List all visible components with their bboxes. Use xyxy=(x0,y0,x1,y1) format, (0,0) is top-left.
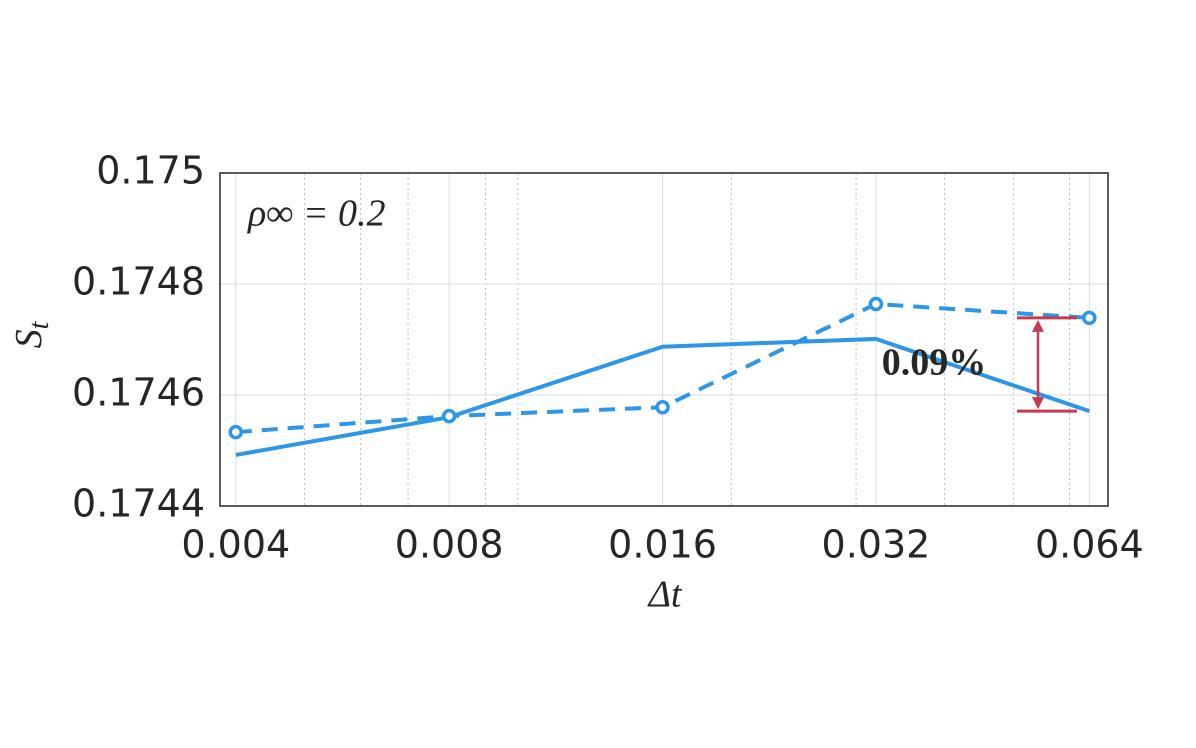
annotation: ρ∞ = 0.2 xyxy=(247,193,385,235)
annotation: 0.09% xyxy=(882,342,987,384)
y-tick-label: 0.1744 xyxy=(72,482,205,526)
y-label-main: S xyxy=(8,329,50,348)
x-tick-label: 0.032 xyxy=(822,523,931,567)
y-tick-label: 0.1748 xyxy=(72,260,205,304)
arrow-head xyxy=(1032,397,1044,410)
y-label-sub: t xyxy=(24,320,55,329)
x-tick-label: 0.016 xyxy=(608,523,717,567)
point-marker xyxy=(868,296,884,312)
point-marker xyxy=(655,399,670,415)
x-tick-label: 0.004 xyxy=(181,523,290,567)
y-axis-label: St xyxy=(8,320,56,348)
x-tick-label: 0.064 xyxy=(1035,523,1144,567)
plot-area xyxy=(220,173,1108,506)
point-marker xyxy=(1082,310,1097,326)
y-tick-label: 0.175 xyxy=(96,149,205,193)
y-tick-label: 0.1746 xyxy=(72,371,205,415)
plot-frame xyxy=(219,172,1109,507)
arrow-head xyxy=(1032,319,1044,332)
x-axis-label: Δt xyxy=(647,574,683,616)
x-tick-label: 0.008 xyxy=(395,523,504,567)
point-marker xyxy=(441,408,457,424)
point-marker xyxy=(228,424,244,440)
series-line xyxy=(235,336,1090,457)
